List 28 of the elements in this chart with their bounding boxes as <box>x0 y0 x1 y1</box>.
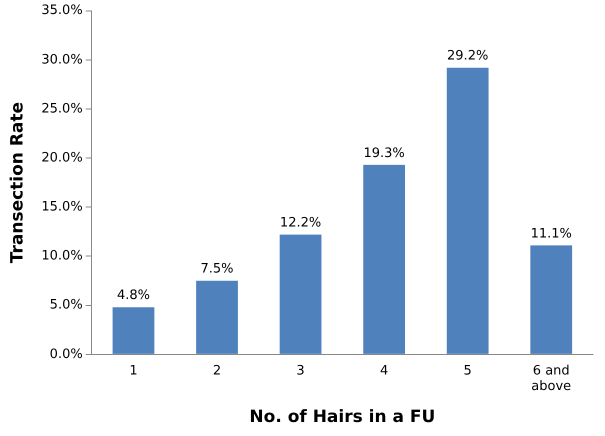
bar <box>280 234 322 354</box>
data-label: 29.2% <box>447 48 488 64</box>
data-label: 19.3% <box>363 146 405 161</box>
x-tick-label: 6 and above <box>531 364 572 394</box>
x-tick-label: 5 <box>464 364 472 379</box>
y-tick-label: 15.0% <box>41 200 83 215</box>
data-label: 12.2% <box>280 216 322 231</box>
y-tick-label: 25.0% <box>41 101 83 116</box>
bar <box>446 68 489 354</box>
x-tick-label: 2 <box>212 364 222 379</box>
bar <box>112 307 154 354</box>
x-tick-label: 4 <box>380 364 388 379</box>
data-label: 11.1% <box>530 226 572 242</box>
y-tick-label: 30.0% <box>41 52 83 68</box>
x-axis-title: No. of Hairs in a FU <box>249 407 436 428</box>
y-axis-title: Transection Rate <box>8 102 28 264</box>
y-tick-label: 20.0% <box>41 150 83 166</box>
y-tick-label: 5.0% <box>50 298 83 313</box>
y-tick-label: 10.0% <box>41 248 83 264</box>
bar <box>363 164 406 354</box>
bar <box>530 245 572 354</box>
x-tick-label: 3 <box>296 364 305 379</box>
y-tick-label: 0.0% <box>50 346 83 362</box>
data-label: 4.8% <box>116 288 150 304</box>
bar <box>196 280 238 354</box>
x-tick-label: 1 <box>129 364 138 379</box>
y-tick-label: 35.0% <box>41 3 83 18</box>
data-label: 7.5% <box>200 262 234 277</box>
